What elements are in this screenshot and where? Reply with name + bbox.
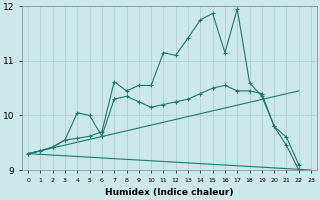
X-axis label: Humidex (Indice chaleur): Humidex (Indice chaleur) (105, 188, 234, 197)
